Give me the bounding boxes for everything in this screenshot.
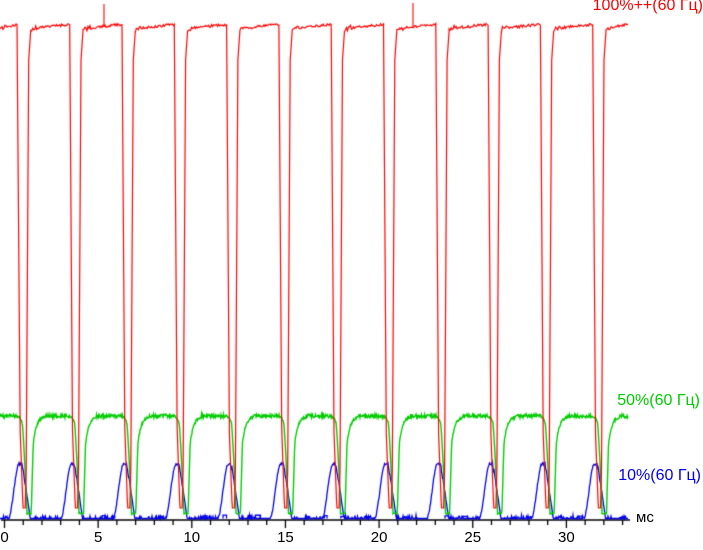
x-axis-unit-label: мс — [636, 509, 654, 526]
series-label-10-percent: 10%(60 Гц) — [618, 467, 701, 484]
x-tick-label: 25 — [464, 529, 482, 546]
series-label-50-percent: 50%(60 Гц) — [617, 392, 700, 409]
x-tick-label: 20 — [370, 529, 388, 546]
x-tick-label: 0 — [0, 529, 9, 546]
x-tick-label: 15 — [277, 529, 294, 546]
x-tick-label: 10 — [183, 529, 201, 546]
x-tick-label: 30 — [558, 529, 575, 546]
series-label-100-percent: 100%++(60 Гц) — [592, 0, 703, 14]
x-tick-label: 5 — [93, 529, 103, 546]
